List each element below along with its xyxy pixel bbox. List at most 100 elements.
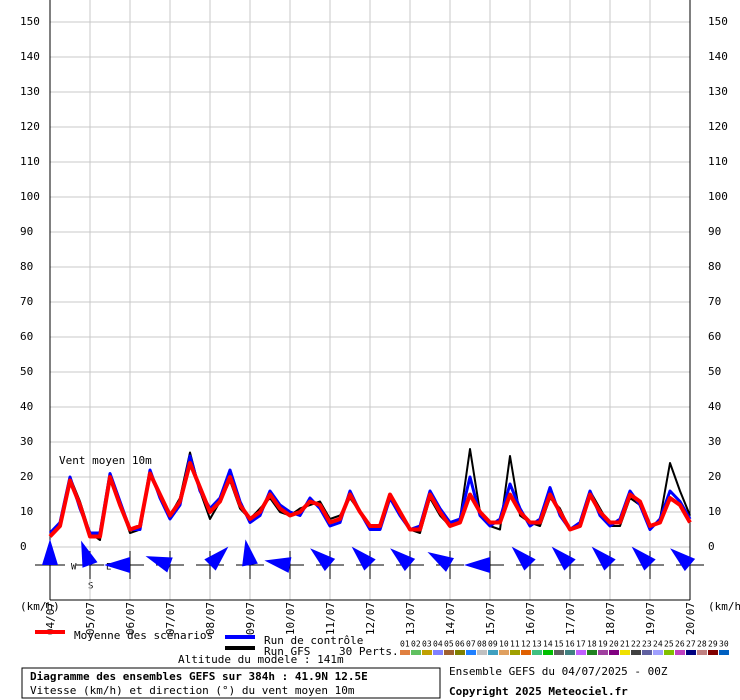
compass-label: S bbox=[88, 582, 93, 592]
y-tick-label: 10 bbox=[20, 505, 33, 518]
y-tick-label: 70 bbox=[708, 295, 721, 308]
perturbation-label: 22 bbox=[631, 640, 641, 649]
perturbation-swatch bbox=[719, 650, 729, 655]
perturbation-label: 18 bbox=[587, 640, 597, 649]
perturbation-label: 14 bbox=[543, 640, 553, 649]
perturbation-swatch bbox=[642, 650, 652, 655]
y-tick-label: 50 bbox=[20, 365, 33, 378]
y-tick-label: 30 bbox=[708, 435, 721, 448]
compass-label: W bbox=[71, 563, 77, 573]
x-tick-label: 12/07 bbox=[364, 602, 377, 635]
perturbation-label: 21 bbox=[620, 640, 630, 649]
perturbation-swatch bbox=[433, 650, 443, 655]
x-tick-label: 06/07 bbox=[124, 602, 137, 635]
y-tick-label: 40 bbox=[20, 400, 33, 413]
title-box bbox=[21, 667, 441, 699]
y-tick-label: 40 bbox=[708, 400, 721, 413]
wind-direction bbox=[104, 557, 130, 573]
y-tick-label: 140 bbox=[20, 50, 40, 63]
perturbation-swatch bbox=[422, 650, 432, 655]
y-tick-label: 60 bbox=[708, 330, 721, 343]
copyright: Copyright 2025 Meteociel.fr bbox=[449, 685, 628, 698]
y-tick-label: 80 bbox=[20, 260, 33, 273]
perturbation-label: 13 bbox=[532, 640, 542, 649]
perturbation-label: 03 bbox=[422, 640, 432, 649]
x-tick-label: 17/07 bbox=[564, 602, 577, 635]
wind-direction bbox=[42, 539, 58, 565]
y-tick-label: 0 bbox=[20, 540, 27, 553]
wind-direction bbox=[310, 548, 336, 572]
perturbation-swatch bbox=[532, 650, 542, 655]
perturbation-swatch bbox=[576, 650, 586, 655]
x-tick-label: 14/07 bbox=[444, 602, 457, 635]
perturbation-swatch bbox=[477, 650, 487, 655]
x-tick-label: 04/07 bbox=[44, 602, 57, 635]
y-tick-label: 80 bbox=[708, 260, 721, 273]
perturbation-label: 09 bbox=[488, 640, 498, 649]
altitude: Altitude du modele : 141m bbox=[178, 653, 344, 666]
perturbation-label: 02 bbox=[411, 640, 421, 649]
chart-title: Diagramme des ensembles GEFS sur 384h : … bbox=[30, 670, 368, 683]
perturbation-label: 11 bbox=[510, 640, 520, 649]
y-tick-label: 50 bbox=[708, 365, 721, 378]
wind-direction bbox=[591, 546, 616, 571]
perturbation-swatch bbox=[631, 650, 641, 655]
y-tick-label: 0 bbox=[708, 540, 715, 553]
perturbation-label: 25 bbox=[664, 640, 674, 649]
x-tick-label: 09/07 bbox=[244, 602, 257, 635]
y-tick-label: 100 bbox=[708, 190, 728, 203]
perturbation-label: 30 bbox=[719, 640, 729, 649]
perturbation-label: 06 bbox=[455, 640, 465, 649]
perturbation-swatch bbox=[400, 650, 410, 655]
perturbation-label: 12 bbox=[521, 640, 531, 649]
x-tick-label: 05/07 bbox=[84, 602, 97, 635]
perturbation-label: 04 bbox=[433, 640, 443, 649]
x-tick-label: 19/07 bbox=[644, 602, 657, 635]
y-tick-label: 140 bbox=[708, 50, 728, 63]
wind-direction bbox=[264, 557, 292, 573]
y-tick-label: 110 bbox=[708, 155, 728, 168]
chart-subtitle: Vitesse (km/h) et direction (°) du vent … bbox=[30, 684, 355, 697]
perturbation-swatch bbox=[554, 650, 564, 655]
perturbation-swatch bbox=[664, 650, 674, 655]
y-tick-label: 90 bbox=[708, 225, 721, 238]
wind-direction bbox=[204, 546, 229, 571]
wind-direction bbox=[145, 556, 173, 573]
perturbation-swatch bbox=[587, 650, 597, 655]
x-tick-label: 16/07 bbox=[524, 602, 537, 635]
perturbation-swatch bbox=[686, 650, 696, 655]
perturbation-label: 08 bbox=[477, 640, 487, 649]
y-tick-label: 30 bbox=[20, 435, 33, 448]
perturbation-swatch bbox=[609, 650, 619, 655]
perturbation-label: 26 bbox=[675, 640, 685, 649]
wind-direction bbox=[242, 539, 258, 567]
perturbation-swatch bbox=[510, 650, 520, 655]
x-tick-label: 11/07 bbox=[324, 602, 337, 635]
x-tick-label: 07/07 bbox=[164, 602, 177, 635]
perturbation-swatch bbox=[499, 650, 509, 655]
wind-direction bbox=[670, 548, 696, 572]
perturbation-swatch bbox=[455, 650, 465, 655]
perturbation-swatch bbox=[620, 650, 630, 655]
perturbation-swatch bbox=[675, 650, 685, 655]
x-tick-label: 13/07 bbox=[404, 602, 417, 635]
y-tick-label: 110 bbox=[20, 155, 40, 168]
y-label-right: (km/h) bbox=[708, 600, 740, 613]
wind-direction bbox=[551, 546, 576, 571]
wind-direction bbox=[81, 540, 98, 568]
perturbation-label: 01 bbox=[400, 640, 410, 649]
perturbation-label: 16 bbox=[565, 640, 575, 649]
run-info: Ensemble GEFS du 04/07/2025 - 00Z bbox=[449, 665, 668, 678]
wind-direction bbox=[631, 546, 656, 571]
y-tick-label: 150 bbox=[708, 15, 728, 28]
legend-label: Run de contrôle bbox=[264, 634, 363, 647]
perturbation-label: 07 bbox=[466, 640, 476, 649]
y-tick-label: 90 bbox=[20, 225, 33, 238]
y-label-left: (km/h) bbox=[20, 600, 60, 613]
perturbation-label: 19 bbox=[598, 640, 608, 649]
series-line bbox=[48, 461, 692, 539]
perturbation-swatch bbox=[653, 650, 663, 655]
y-tick-label: 20 bbox=[20, 470, 33, 483]
y-tick-label: 150 bbox=[20, 15, 40, 28]
